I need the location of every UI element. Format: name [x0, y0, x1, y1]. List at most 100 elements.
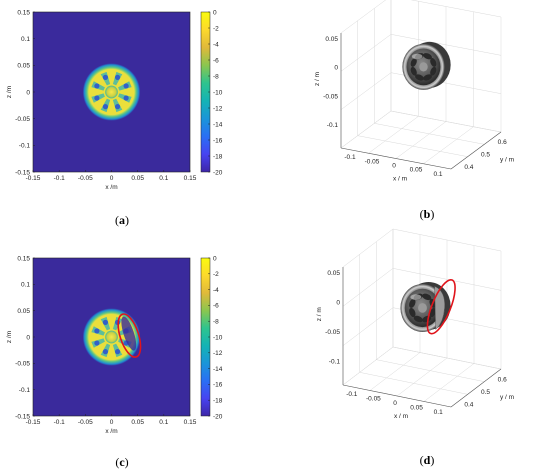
y-axis-label: y / m	[500, 157, 514, 164]
z-tick-label: 0	[336, 299, 340, 306]
colorbar-tick-label: -16	[213, 137, 223, 144]
back-wall-grid-line	[392, 346, 502, 370]
colorbar-tick-label: -20	[213, 413, 223, 420]
colorbar-tick-label: -8	[213, 73, 219, 80]
z-tick-label: -0.1	[329, 358, 341, 365]
wheel-hub	[105, 330, 118, 344]
wheel-gap-core	[102, 319, 109, 325]
caption-c: (c)	[115, 455, 128, 469]
x-tick-label: 0	[110, 175, 114, 182]
x-tick-label: -0.1	[346, 391, 358, 398]
z-tick-label: 0	[334, 65, 338, 72]
y-axis-label: z /m	[6, 331, 13, 343]
x-tick-label: -0.05	[365, 158, 380, 165]
wheel-spoke-hole	[409, 298, 416, 308]
z-axis-label: z / m	[314, 72, 321, 86]
caption-a: (a)	[115, 213, 129, 227]
y-tick-label: 0.15	[17, 255, 30, 262]
x-tick-label: 0.1	[159, 175, 168, 182]
caption-d: (d)	[420, 453, 435, 467]
wheel-spoke-hole	[422, 293, 432, 301]
y-axis-line	[450, 368, 502, 408]
panel-c-heatmap: -0.15 -0.1 -0.05 0 0.05 0.1 0.15 0.15 0.1 0.05 0 -0…	[6, 255, 223, 435]
colorbar-tick-label: -6	[213, 57, 219, 64]
z-tick-label: 0.05	[325, 36, 338, 43]
floor-grid-line	[423, 126, 474, 164]
floor-grid-line	[374, 123, 485, 145]
x-tick-label: 0.05	[131, 419, 144, 426]
wheel-spoke-hole	[423, 74, 432, 81]
wheel-spoke-hole	[409, 307, 416, 318]
y-axis-label: y / m	[500, 394, 514, 401]
colorbar-tick-label: -12	[213, 350, 223, 357]
wheel-spoke-hole	[430, 58, 437, 67]
x-tick-label: -0.05	[78, 419, 93, 426]
x-axis-label: x /m	[105, 184, 117, 191]
x-axis-line	[340, 147, 452, 170]
y-tick-label: -0.1	[19, 143, 31, 150]
x-tick-label: -0.1	[54, 175, 66, 182]
wheel-hub	[418, 303, 427, 313]
wheel-spoke-hole	[429, 307, 436, 318]
wheel-surface	[400, 281, 451, 332]
side-wall-grid-line	[340, 34, 392, 72]
side-wall-grid-line	[340, 72, 392, 110]
wheel-spoke-hole	[410, 58, 417, 67]
y-tick-label: 0.4	[464, 164, 473, 171]
wheel-spoke-hole	[415, 74, 424, 81]
defect-region	[121, 316, 137, 351]
y-tick-label: 0.5	[481, 389, 490, 396]
y-tick-label: -0.05	[15, 116, 30, 123]
floor-grid-line	[357, 135, 468, 157]
y-tick-label: 0.6	[498, 139, 507, 146]
panel-d-3d-surface: -0.1 -0.05 0 0.05 0.1 x / m 0.4 0.5 0.6 y / m 0.05…	[316, 228, 514, 420]
colorbar-tick-label: -6	[213, 303, 219, 310]
y-tick-label: 0.1	[21, 282, 30, 289]
wheel-gap-core	[114, 349, 121, 355]
wheel-spoke-hole	[423, 53, 432, 60]
wheel-gap-core	[94, 95, 100, 101]
wheel-spoke-hole	[430, 66, 437, 76]
side-wall-grid-line	[342, 228, 394, 268]
wheel-highlight	[410, 294, 422, 301]
colorbar-tick-label: -12	[213, 105, 223, 112]
z-tick-label: -0.1	[327, 122, 339, 129]
z-tick-label: -0.05	[323, 93, 338, 100]
wheel-image	[82, 63, 141, 121]
back-wall-grid-line	[410, 0, 502, 18]
x-tick-label: -0.05	[366, 396, 381, 403]
x-tick-label: 0.1	[433, 171, 442, 178]
side-wall-grid-line	[342, 346, 394, 386]
colorbar-tick-label: -2	[213, 271, 219, 278]
y-tick-label: -0.15	[15, 413, 30, 420]
wheel-gap-core	[123, 95, 129, 101]
colorbar-tick-label: 0	[213, 9, 217, 16]
x-tick-label: -0.1	[54, 419, 66, 426]
x-axis-line	[342, 384, 452, 408]
wheel-gap-core	[94, 83, 100, 89]
colorbar-tick-label: -8	[213, 319, 219, 326]
side-wall-grid-line	[340, 110, 392, 149]
wheel-gap-core	[94, 328, 100, 334]
colorbar-tick-label: -10	[213, 89, 223, 96]
x-tick-label: -0.15	[26, 175, 41, 182]
defect-bulge	[434, 285, 445, 331]
y-tick-label: 0.5	[481, 152, 490, 159]
x-tick-label: 0	[110, 419, 114, 426]
floor-grid-line	[376, 359, 485, 382]
x-tick-label: 0	[392, 163, 396, 170]
panel-b-3d-surface: -0.1 -0.05 0 0.05 0.1 x / m 0.4 0.5 0.6 y / m 0.05…	[314, 0, 514, 183]
back-wall-grid-line	[392, 268, 502, 291]
x-tick-label: 0.15	[184, 175, 197, 182]
panel-a-heatmap: -0.15 -0.1 -0.05 0 0.05 0.1 0.15 0.15 0.1 0.05 0 -0…	[6, 9, 223, 191]
y-tick-label: 0.1	[21, 36, 30, 43]
x-tick-label: 0.05	[410, 167, 423, 174]
wheel-hub	[419, 62, 428, 72]
x-tick-label: 0.15	[184, 419, 197, 426]
y-tick-label: -0.05	[15, 361, 30, 368]
side-wall-grid-line	[342, 307, 394, 346]
y-tick-label: 0.6	[498, 376, 507, 383]
floor-grid-line	[368, 116, 419, 154]
y-axis-label: z /m	[6, 86, 13, 98]
